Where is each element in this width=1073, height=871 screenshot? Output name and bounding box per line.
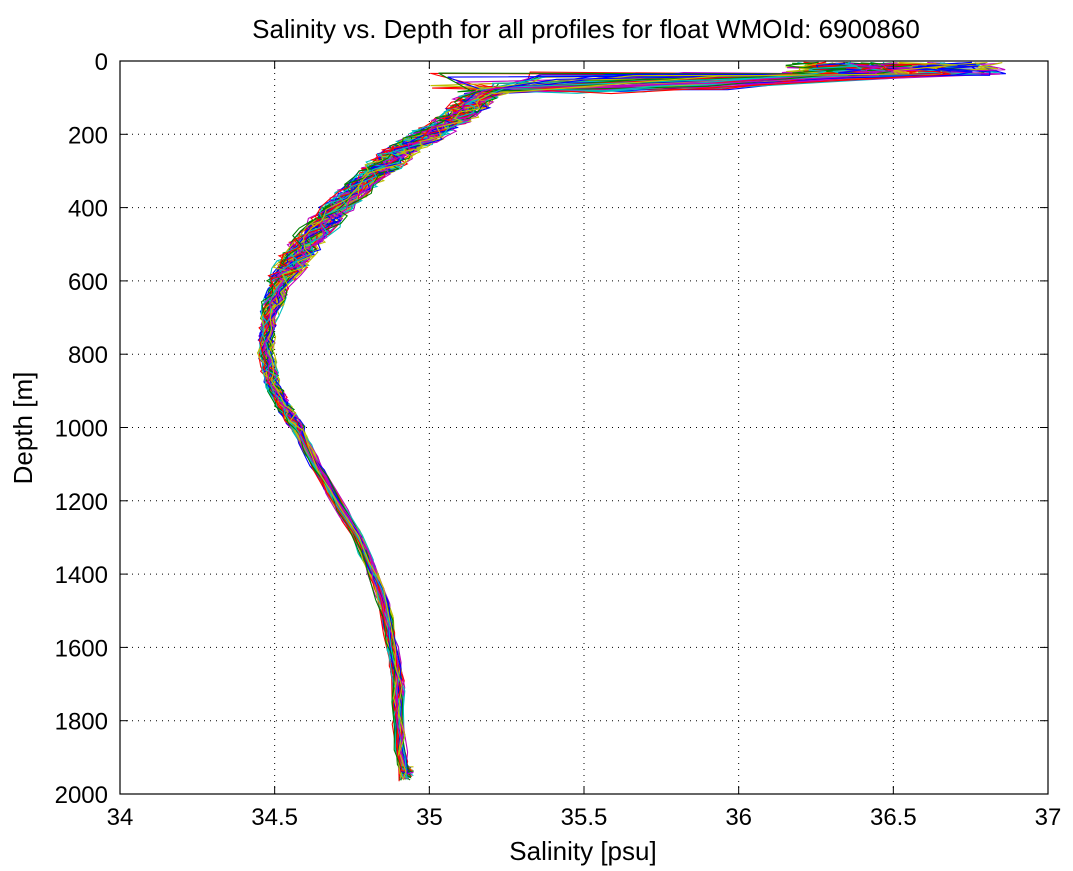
profile-line <box>260 61 881 769</box>
profile-line <box>262 62 870 779</box>
profile-line <box>260 61 847 770</box>
profile-line <box>260 61 871 776</box>
profile-line <box>258 63 870 782</box>
profile-line <box>260 62 882 780</box>
profile-line <box>259 62 889 779</box>
profile-line <box>260 63 840 781</box>
x-tick-label: 36.5 <box>870 804 917 831</box>
x-axis-label: Salinity [psu] <box>509 836 656 866</box>
profile-line <box>259 61 911 777</box>
x-tick-label: 35 <box>416 804 443 831</box>
profile-line <box>264 62 855 775</box>
profile-line <box>259 62 951 772</box>
profile-line <box>257 62 924 779</box>
profile-line <box>259 62 863 776</box>
profile-line <box>262 61 866 780</box>
profile-line <box>264 63 872 779</box>
y-tick-label: 1200 <box>55 489 108 516</box>
plot-area <box>256 61 1006 782</box>
x-tick-label: 34.5 <box>251 804 298 831</box>
profile-line <box>256 62 818 779</box>
profile-line <box>261 62 866 777</box>
chart-title: Salinity vs. Depth for all profiles for … <box>252 14 920 44</box>
profile-line <box>261 63 862 774</box>
profile-line <box>262 61 883 772</box>
profile-line <box>258 62 847 768</box>
x-tick-label: 34 <box>107 804 134 831</box>
profile-line <box>263 61 854 776</box>
grid <box>120 61 1048 794</box>
x-tick-label: 36 <box>725 804 752 831</box>
profile-line <box>264 62 847 774</box>
profile-line <box>261 63 887 776</box>
x-tick-label: 37 <box>1035 804 1062 831</box>
y-tick-label: 2000 <box>55 782 108 809</box>
profile-line <box>263 62 919 774</box>
profile-line <box>260 63 843 768</box>
profile-line <box>259 63 866 775</box>
y-tick-label: 1400 <box>55 562 108 589</box>
axes: 34 34.5 35 35.5 36 36.5 37 0 200 400 600 800 1000 120… <box>55 49 1062 831</box>
y-tick-label: 1600 <box>55 635 108 662</box>
y-tick-label: 600 <box>68 269 108 296</box>
y-tick-label: 200 <box>68 122 108 149</box>
profile-line <box>265 63 857 772</box>
y-tick-label: 800 <box>68 342 108 369</box>
y-tick-label: 1000 <box>55 416 108 443</box>
profile-line <box>264 62 856 780</box>
profile-line <box>262 63 853 772</box>
profile-line <box>260 63 898 775</box>
x-tick-label: 35.5 <box>561 804 608 831</box>
profile-line <box>268 61 958 781</box>
y-tick-label: 0 <box>95 49 108 76</box>
y-axis-label: Depth [m] <box>8 372 38 485</box>
profile-line <box>260 63 878 774</box>
profile-line <box>261 63 877 781</box>
profile-line <box>262 62 858 781</box>
profile-line <box>262 62 880 775</box>
y-tick-label: 400 <box>68 196 108 223</box>
profile-line <box>265 62 847 778</box>
profile-line <box>257 63 911 778</box>
profile-line <box>260 62 848 781</box>
profile-line <box>262 62 892 772</box>
y-tick-label: 1800 <box>55 709 108 736</box>
profile-line <box>261 61 891 774</box>
profile-line <box>260 62 894 771</box>
